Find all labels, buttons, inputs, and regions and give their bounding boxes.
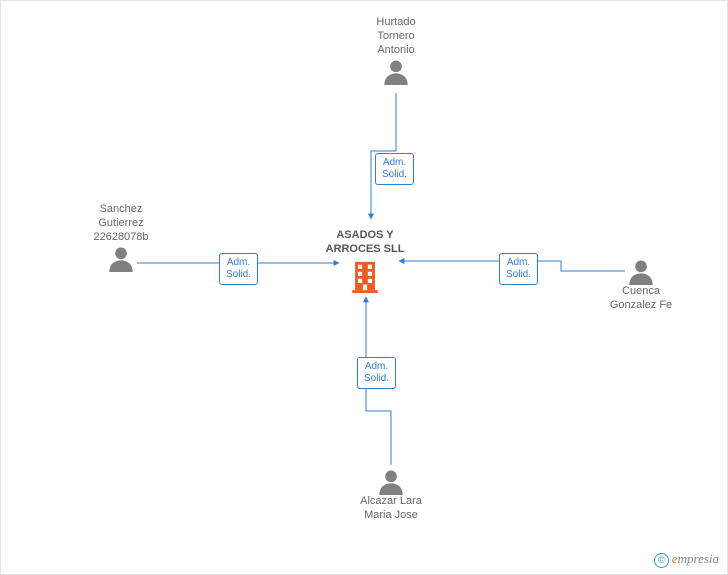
person-node-icon xyxy=(591,257,691,285)
watermark: ©empresia xyxy=(654,551,719,568)
person-icon xyxy=(377,467,405,495)
person-node-icon xyxy=(71,244,171,272)
edge-label: Adm. Solid. xyxy=(375,153,414,185)
person-node: Alcazar LaraMaria Jose xyxy=(341,467,441,523)
building-icon xyxy=(348,259,382,293)
edge-label: Adm. Solid. xyxy=(499,253,538,285)
person-node-icon xyxy=(346,57,446,85)
watermark-text: mpresia xyxy=(678,551,719,566)
person-node-label: SanchezGutierrez22628078b xyxy=(71,203,171,244)
center-node-icon xyxy=(348,259,382,293)
person-node: CuencaGonzalez Fe xyxy=(591,257,691,313)
person-node-label: HurtadoTorneroAntonio xyxy=(346,16,446,57)
edge-label: Adm. Solid. xyxy=(357,357,396,389)
edge-label: Adm. Solid. xyxy=(219,253,258,285)
center-node-label: ASADOS YARROCES SLL xyxy=(305,229,425,257)
person-icon xyxy=(382,57,410,85)
person-icon xyxy=(107,244,135,272)
person-node: HurtadoTorneroAntonio xyxy=(346,16,446,85)
person-node-label: CuencaGonzalez Fe xyxy=(591,285,691,313)
person-icon xyxy=(627,257,655,285)
person-node-icon xyxy=(341,467,441,495)
diagram-canvas: ASADOS YARROCES SLL HurtadoTorneroAntoni… xyxy=(0,0,728,575)
person-node: SanchezGutierrez22628078b xyxy=(71,203,171,272)
person-node-label: Alcazar LaraMaria Jose xyxy=(341,495,441,523)
copyright-icon: © xyxy=(654,553,669,568)
